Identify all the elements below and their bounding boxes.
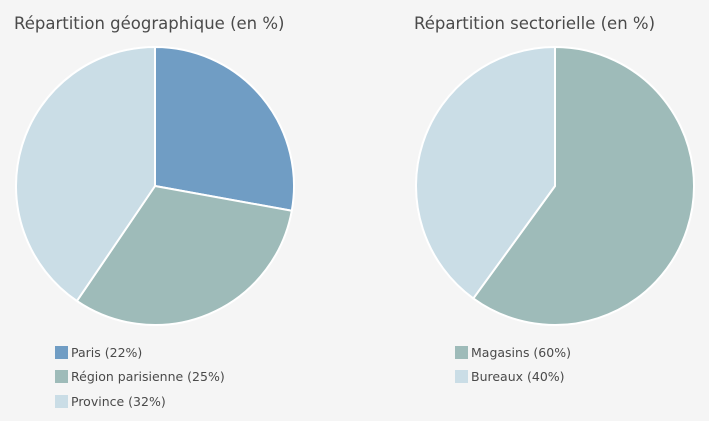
- pie-slice-1: [472, 46, 695, 326]
- legend-item-magasins: Magasins (60%): [455, 344, 571, 360]
- chart-title: Répartition géographique (en %): [14, 14, 285, 33]
- legend-swatch: [55, 394, 68, 408]
- pie-slice-3: [15, 46, 156, 302]
- geographic-pie-chart: [15, 46, 295, 326]
- sector-chart-panel: Répartition sectorielle (en %) Magasins …: [400, 0, 709, 421]
- legend-item-province: Province (32%): [55, 393, 225, 409]
- legend-swatch: [455, 345, 468, 359]
- pie-slice-2: [75, 185, 293, 326]
- chart-legend: Magasins (60%) Bureaux (40%): [455, 344, 571, 393]
- legend-label: Bureaux (40%): [471, 369, 565, 384]
- legend-swatch: [455, 370, 468, 383]
- legend-item-bureaux: Bureaux (40%): [455, 369, 571, 385]
- sector-pie-chart: [415, 46, 695, 326]
- pie-slice-2: [415, 46, 556, 300]
- legend-swatch: [55, 345, 68, 359]
- legend-label: Paris (22%): [71, 344, 143, 360]
- geographic-chart-panel: Répartition géographique (en %) Paris (2…: [0, 0, 340, 421]
- legend-item-paris: Paris (22%): [55, 344, 225, 360]
- chart-title: Répartition sectorielle (en %): [414, 14, 656, 33]
- legend-swatch: [55, 370, 68, 383]
- chart-legend: Paris (22%) Région parisienne (25%) Prov…: [55, 344, 225, 418]
- legend-item-region-parisienne: Région parisienne (25%): [55, 369, 225, 385]
- legend-label: Magasins (60%): [471, 344, 571, 360]
- legend-label: Région parisienne (25%): [71, 369, 225, 384]
- legend-label: Province (32%): [71, 393, 166, 409]
- pie-slice-1: [154, 46, 295, 212]
